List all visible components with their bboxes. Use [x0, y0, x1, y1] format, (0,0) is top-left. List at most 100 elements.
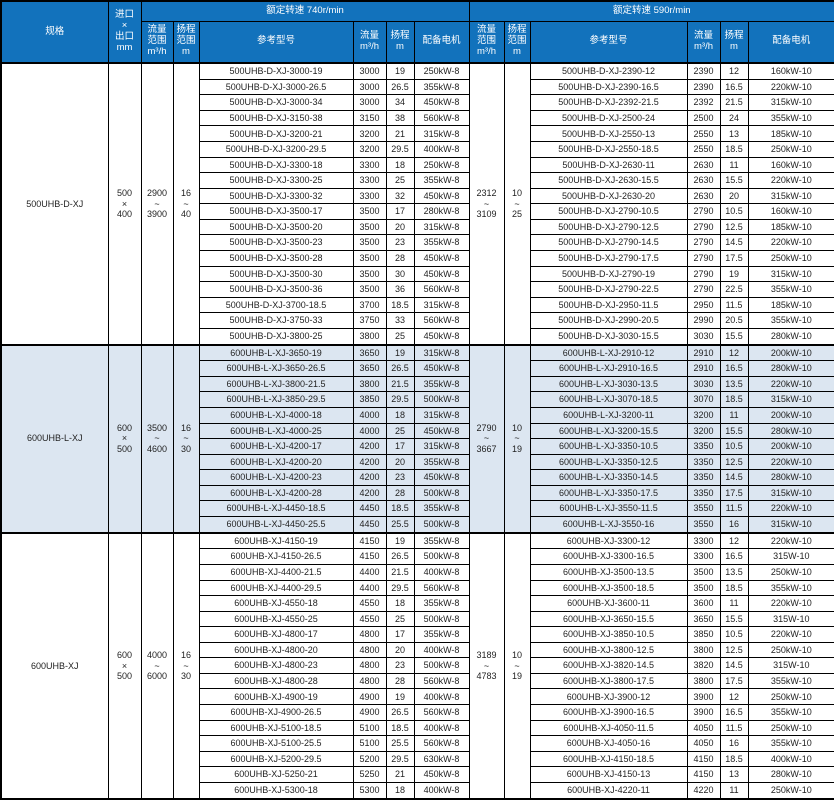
table-row: 500UHB-D-XJ-3200-21 3200 21 315kW-8 500UHB-D…	[1, 125, 834, 142]
head-cell-740: 21.5	[385, 563, 415, 581]
model-cell-740: 500UHB-D-XJ-3300-18	[198, 156, 354, 174]
col-header-head-range-740: 扬程 范围 m	[172, 20, 200, 64]
flow-cell-740: 3850	[352, 391, 387, 408]
table-row: 500UHB-D-XJ-3300-32 3300 32 450kW-8 500UHB-D…	[1, 187, 834, 205]
flow-cell-590: 2630	[686, 156, 721, 174]
head-cell-590: 15.5	[719, 610, 749, 628]
head-cell-590: 18.5	[719, 141, 749, 158]
head-cell-590: 13	[719, 766, 749, 783]
table-row: 500UHB-D-XJ-3000-34 3000 34 450kW-8 500UHB-D…	[1, 94, 834, 111]
table-row: 500UHB-D-XJ-3800-25 3800 25 450kW-8 500UHB-D…	[1, 327, 834, 346]
table-row: 500UHB-D-XJ-3700-18.5 3700 18.5 315kW-8 500U…	[1, 296, 834, 314]
head-cell-740: 19	[385, 343, 415, 362]
model-cell-590: 600UHB-L-XJ-3550-16	[529, 515, 688, 534]
model-cell-740: 500UHB-D-XJ-3000-26.5	[198, 78, 354, 96]
motor-cell-590: 355kW-10	[747, 672, 834, 690]
flow-cell-740: 4550	[352, 595, 387, 612]
model-cell-590: 600UHB-L-XJ-3350-14.5	[529, 469, 688, 486]
flow-range-cell-590: 3189 ~ 4783	[468, 531, 505, 800]
motor-cell-590: 315kW-10	[747, 94, 834, 111]
table-row: 600UHB-L-XJ-4000-18 4000 18 315kW-8 600UHB-L…	[1, 406, 834, 424]
flow-cell-740: 4800	[352, 657, 387, 674]
model-cell-590: 500UHB-D-XJ-2990-20.5	[529, 312, 688, 329]
flow-range-cell-590: 2312 ~ 3109	[468, 62, 505, 345]
model-cell-740: 600UHB-XJ-5250-21	[198, 766, 354, 783]
head-cell-590: 14.5	[719, 657, 749, 674]
model-cell-590: 600UHB-XJ-3300-12	[529, 531, 688, 550]
flow-cell-740: 4800	[352, 626, 387, 643]
head-cell-590: 15.5	[719, 172, 749, 189]
flow-cell-740: 4200	[352, 484, 387, 502]
motor-cell-740: 500kW-8	[413, 610, 470, 628]
motor-cell-590: 220kW-10	[747, 500, 834, 517]
flow-cell-740: 4450	[352, 515, 387, 534]
model-cell-590: 600UHB-XJ-3500-18.5	[529, 579, 688, 597]
model-cell-740: 600UHB-XJ-4550-18	[198, 595, 354, 612]
head-cell-740: 23	[385, 657, 415, 674]
motor-cell-740: 250kW-8	[413, 61, 470, 80]
motor-cell-740: 355kW-8	[413, 453, 470, 471]
table-row: 600UHB-L-XJ-4450-25.5 4450 25.5 500kW-8 600U…	[1, 515, 834, 534]
motor-cell-590: 280kW-10	[747, 327, 834, 346]
table-row: 600UHB-XJ-4800-28 4800 28 560kW-8 600UHB-XJ-…	[1, 672, 834, 690]
head-cell-590: 11.5	[719, 296, 749, 314]
col-header-flow-740: 流量 m³/h	[352, 20, 387, 64]
model-cell-740: 600UHB-XJ-4800-28	[198, 672, 354, 690]
head-cell-590: 12	[719, 688, 749, 705]
head-cell-590: 17.5	[719, 672, 749, 690]
model-cell-590: 500UHB-D-XJ-2390-16.5	[529, 78, 688, 96]
motor-cell-590: 220kW-10	[747, 78, 834, 96]
model-cell-740: 500UHB-D-XJ-3700-18.5	[198, 296, 354, 314]
flow-cell-590: 2550	[686, 141, 721, 158]
motor-cell-740: 450kW-8	[413, 94, 470, 111]
table-row: 500UHB-D-XJ-3500-17 3500 17 280kW-8 500UHB-D…	[1, 203, 834, 220]
table-row: 500UHB-D-XJ-3500-20 3500 20 315kW-8 500UHB-D…	[1, 218, 834, 236]
flow-range-cell-740: 2900 ~ 3900	[140, 62, 174, 345]
motor-cell-740: 355kW-8	[413, 500, 470, 517]
flow-cell-590: 3650	[686, 610, 721, 628]
head-cell-740: 23	[385, 234, 415, 251]
col-header-ref-model-740: 参考型号	[198, 20, 354, 64]
flow-cell-590: 3200	[686, 422, 721, 440]
motor-cell-740: 450kW-8	[413, 249, 470, 267]
flow-cell-590: 3800	[686, 672, 721, 690]
head-cell-740: 18	[385, 595, 415, 612]
flow-cell-590: 2990	[686, 312, 721, 329]
table-row: 600UHB-L-XJ-3850-29.5 3850 29.5 500kW-8 600U…	[1, 391, 834, 408]
motor-cell-590: 220kW-10	[747, 375, 834, 393]
col-header-head-range-590: 扬程 范围 m	[503, 20, 531, 64]
motor-cell-590: 185kW-10	[747, 125, 834, 142]
flow-cell-590: 2910	[686, 360, 721, 377]
flow-cell-740: 3300	[352, 187, 387, 205]
model-cell-740: 600UHB-L-XJ-4200-20	[198, 453, 354, 471]
motor-cell-740: 450kW-8	[413, 187, 470, 205]
head-cell-740: 18.5	[385, 296, 415, 314]
flow-cell-740: 5300	[352, 781, 387, 800]
flow-range-cell-740: 3500 ~ 4600	[140, 343, 174, 534]
head-cell-740: 20	[385, 453, 415, 471]
flow-cell-590: 2790	[686, 218, 721, 236]
head-cell-590: 12	[719, 61, 749, 80]
model-cell-740: 600UHB-XJ-4900-26.5	[198, 704, 354, 721]
model-cell-740: 600UHB-L-XJ-4000-25	[198, 422, 354, 440]
head-cell-740: 28	[385, 249, 415, 267]
model-cell-590: 500UHB-D-XJ-2390-12	[529, 61, 688, 80]
spec-cell: 500UHB-D-XJ	[0, 62, 109, 345]
flow-cell-740: 4900	[352, 704, 387, 721]
table-row: 600UHB-XJ-5100-25.5 5100 25.5 560kW-8 600UHB…	[1, 735, 834, 752]
motor-cell-740: 560kW-8	[413, 281, 470, 298]
flow-cell-740: 3500	[352, 265, 387, 283]
model-cell-740: 600UHB-XJ-5100-18.5	[198, 719, 354, 737]
model-cell-740: 600UHB-XJ-5300-18	[198, 781, 354, 800]
col-header-motor-590: 配备电机	[747, 20, 834, 64]
model-cell-740: 500UHB-D-XJ-3200-21	[198, 125, 354, 142]
model-cell-740: 500UHB-D-XJ-3000-19	[198, 61, 354, 80]
flow-cell-740: 4800	[352, 672, 387, 690]
flow-cell-590: 4150	[686, 766, 721, 783]
model-cell-590: 600UHB-XJ-4150-18.5	[529, 750, 688, 768]
motor-cell-590: 355kW-10	[747, 109, 834, 127]
head-cell-590: 20	[719, 187, 749, 205]
model-cell-740: 500UHB-D-XJ-3500-20	[198, 218, 354, 236]
head-cell-590: 19	[719, 265, 749, 283]
model-cell-590: 600UHB-XJ-3300-16.5	[529, 548, 688, 565]
